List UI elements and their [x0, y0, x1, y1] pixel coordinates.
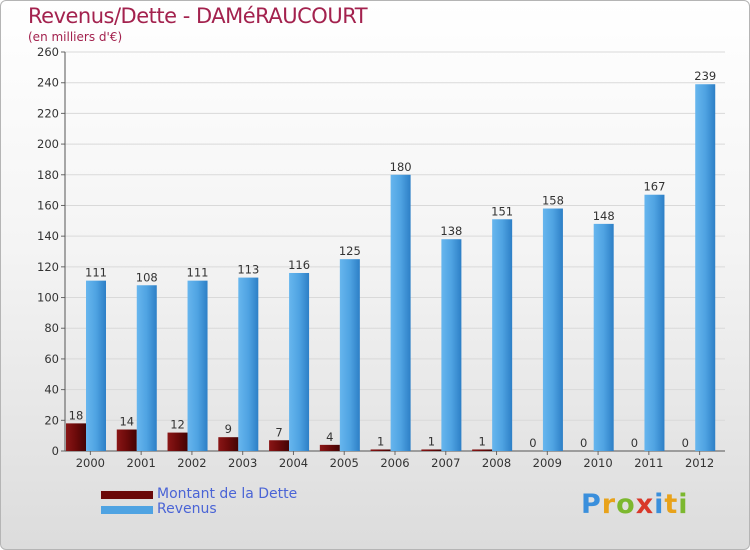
data-label-revenus: 151: [491, 204, 513, 218]
data-label-dette: 18: [69, 408, 84, 422]
y-tick-label: 100: [37, 291, 59, 305]
x-tick-label: 2000: [76, 456, 105, 470]
logo-letter: x: [635, 489, 655, 520]
x-tick-label: 2011: [634, 456, 663, 470]
data-label-revenus: 167: [643, 180, 665, 194]
y-tick-label: 260: [37, 45, 59, 59]
y-tick-label: 240: [37, 76, 59, 90]
bar-dette: [116, 429, 137, 451]
y-tick-label: 40: [44, 383, 59, 397]
x-tick-label: 2005: [330, 456, 359, 470]
label-layer: 18 111 14 108 12 111 9 113 7 116 4 125 1 180 1 138 1 151 0…: [69, 69, 717, 450]
data-label-revenus: 111: [187, 266, 209, 280]
bar-revenus: [289, 272, 310, 451]
data-label-revenus: 116: [288, 258, 310, 272]
bar-revenus: [542, 208, 563, 451]
data-label-revenus: 239: [694, 69, 716, 83]
bar-revenus: [238, 277, 259, 451]
x-tick-label: 2009: [533, 456, 562, 470]
bar-dette: [421, 449, 442, 451]
bar-revenus: [136, 285, 157, 451]
data-label-dette: 1: [478, 434, 485, 448]
chart-subtitle: (en milliers d'€): [28, 30, 123, 44]
y-tick-label: 220: [37, 106, 59, 120]
x-tick-label: 2007: [431, 456, 460, 470]
legend-swatch-dette: [101, 491, 153, 499]
y-tick-label: 140: [37, 229, 59, 243]
proxiti-logo: Proxiti: [581, 489, 689, 520]
legend-label-revenus: Revenus: [157, 501, 217, 517]
bar-revenus: [492, 219, 513, 451]
data-label-dette: 0: [682, 436, 689, 450]
bar-layer: [66, 84, 716, 451]
data-label-dette: 1: [428, 434, 435, 448]
y-tick-label: 80: [44, 321, 59, 335]
legend-label-dette: Montant de la Dette: [157, 486, 298, 502]
x-tick-label: 2002: [177, 456, 206, 470]
bar-revenus: [86, 280, 106, 451]
chart-title: Revenus/Dette - DAMéRAUCOURT: [28, 4, 368, 28]
data-label-dette: 1: [377, 434, 384, 448]
y-tick-label: 20: [44, 413, 59, 427]
y-tick-label: 200: [37, 137, 59, 151]
x-tick-label: 2001: [127, 456, 156, 470]
data-label-dette: 0: [529, 436, 536, 450]
y-tick-label: 0: [52, 444, 59, 458]
bar-revenus: [441, 239, 462, 451]
data-label-dette: 4: [326, 430, 333, 444]
data-label-revenus: 111: [85, 266, 107, 280]
bar-dette: [370, 449, 391, 451]
data-label-revenus: 180: [390, 160, 412, 174]
data-label-dette: 7: [275, 425, 282, 439]
bar-dette: [66, 423, 86, 451]
x-tick-label: 2003: [228, 456, 257, 470]
bar-dette: [269, 440, 290, 451]
y-tick-label: 180: [37, 168, 59, 182]
bar-revenus: [695, 84, 716, 451]
logo-letter: t: [664, 489, 679, 520]
data-label-revenus: 148: [593, 209, 615, 223]
data-label-dette: 12: [170, 418, 185, 432]
logo-letter: r: [601, 489, 617, 520]
data-label-dette: 14: [119, 415, 134, 429]
x-tick-label: 2006: [380, 456, 409, 470]
data-label-revenus: 138: [440, 224, 462, 238]
bar-dette: [218, 437, 239, 451]
bar-revenus: [644, 194, 665, 451]
data-label-dette: 9: [225, 422, 232, 436]
bar-revenus: [593, 223, 614, 451]
logo-letter: o: [616, 489, 636, 520]
bar-dette: [472, 449, 493, 451]
data-label-dette: 0: [631, 436, 638, 450]
bar-revenus: [390, 174, 411, 451]
bar-revenus: [187, 280, 208, 451]
bar-dette: [319, 444, 340, 451]
y-tick-label: 160: [37, 198, 59, 212]
bar-dette: [167, 432, 188, 451]
bar-revenus: [339, 259, 360, 451]
data-label-dette: 0: [580, 436, 587, 450]
data-label-revenus: 125: [339, 244, 361, 258]
legend-swatch-revenus: [101, 506, 153, 514]
y-tick-label: 120: [37, 260, 59, 274]
x-tick-label: 2012: [685, 456, 714, 470]
y-tick-label: 60: [44, 352, 59, 366]
logo-letter: i: [654, 489, 665, 520]
x-tick-label: 2010: [583, 456, 612, 470]
logo-letter: P: [581, 489, 602, 520]
data-label-revenus: 158: [542, 194, 564, 208]
data-label-revenus: 108: [136, 270, 158, 284]
x-tick-label: 2008: [482, 456, 511, 470]
logo-letter: i: [678, 489, 689, 520]
data-label-revenus: 113: [237, 263, 259, 277]
x-tick-label: 2004: [279, 456, 308, 470]
